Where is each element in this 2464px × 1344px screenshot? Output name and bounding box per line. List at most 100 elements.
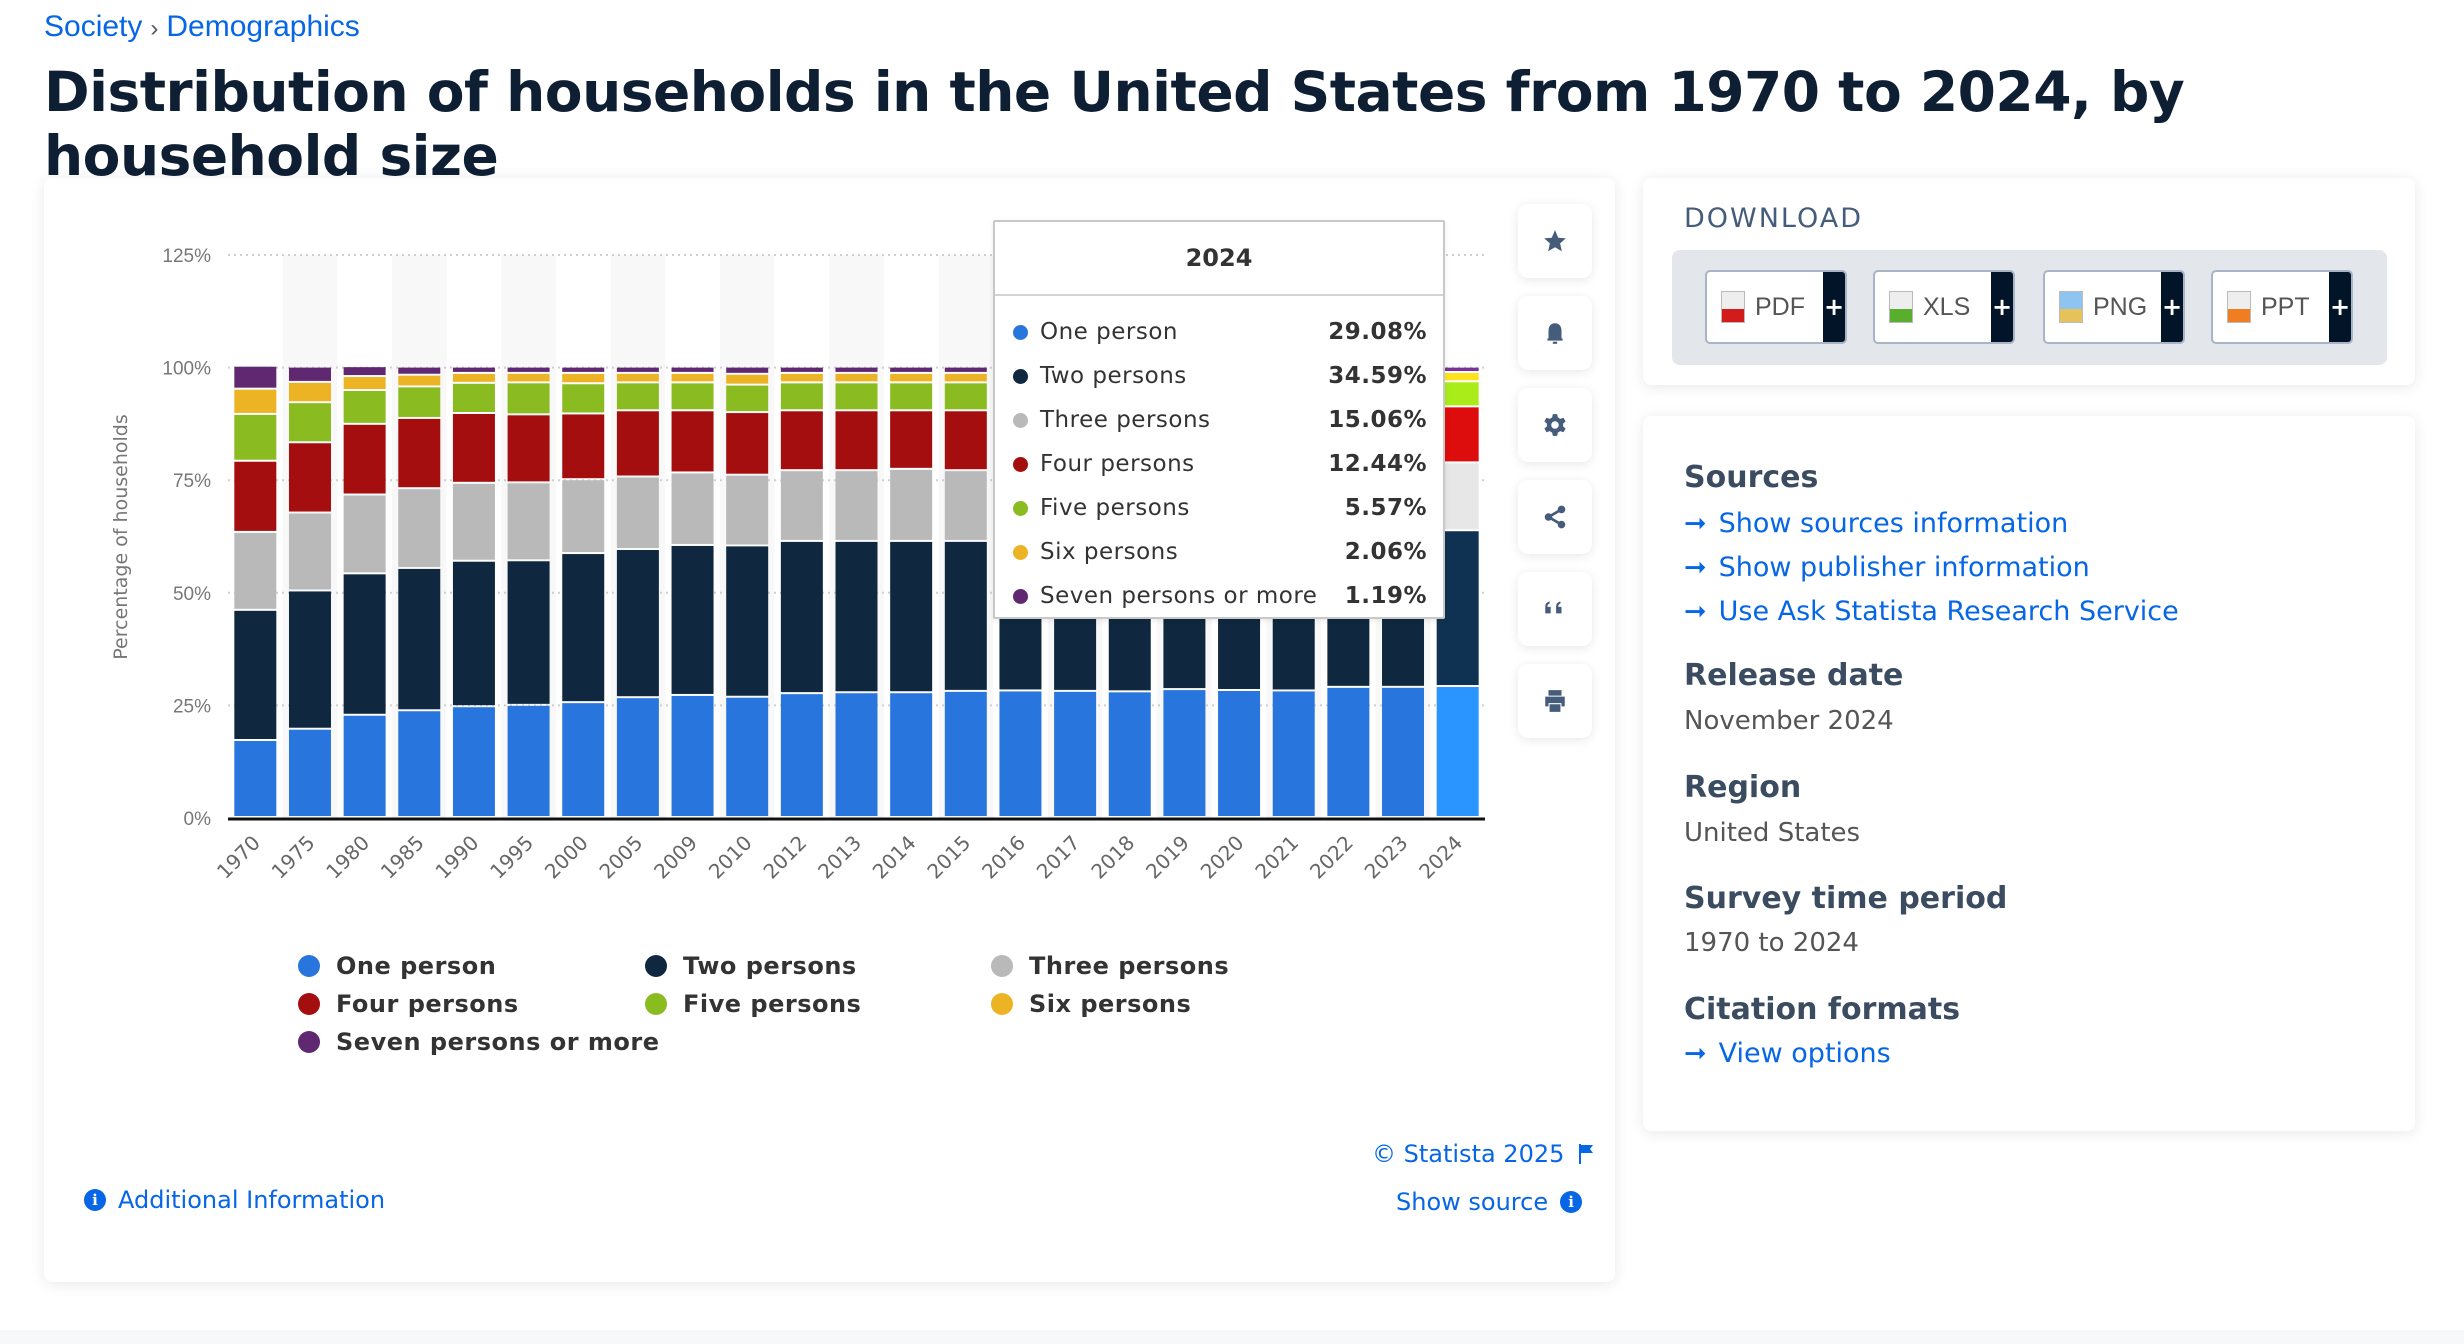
bar-segment-five-persons[interactable]: [671, 383, 714, 410]
bar-segment-six-persons[interactable]: [835, 373, 878, 382]
bar-segment-six-persons[interactable]: [1436, 373, 1479, 381]
bar-segment-two-persons[interactable]: [234, 610, 277, 739]
show-publisher-link[interactable]: ➞ Show publisher information: [1684, 552, 2090, 583]
bar-segment-four-persons[interactable]: [452, 413, 495, 482]
bar-segment-three-persons[interactable]: [343, 495, 386, 573]
bar-segment-three-persons[interactable]: [452, 483, 495, 560]
bar-segment-four-persons[interactable]: [343, 424, 386, 494]
bar-segment-four-persons[interactable]: [835, 411, 878, 470]
legend-item[interactable]: Four persons: [298, 990, 519, 1018]
bar-segment-two-persons[interactable]: [726, 546, 769, 696]
bar-segment-four-persons[interactable]: [398, 418, 441, 488]
bar-segment-six-persons[interactable]: [288, 382, 331, 402]
bar-segment-one-person[interactable]: [1272, 691, 1315, 816]
bar-segment-five-persons[interactable]: [616, 383, 659, 410]
bar-segment-one-person[interactable]: [452, 707, 495, 816]
bar-segment-two-persons[interactable]: [944, 541, 987, 690]
bar-segment-six-persons[interactable]: [507, 373, 550, 382]
bar-segment-two-persons[interactable]: [780, 541, 823, 693]
bar-segment-one-person[interactable]: [944, 691, 987, 816]
bar-segment-seven-persons-or-more[interactable]: [616, 367, 659, 372]
bar-segment-six-persons[interactable]: [562, 373, 605, 383]
bar-segment-three-persons[interactable]: [671, 473, 714, 544]
bar-segment-one-person[interactable]: [1327, 687, 1370, 816]
bar-segment-seven-persons-or-more[interactable]: [780, 367, 823, 372]
legend-item[interactable]: Five persons: [645, 990, 861, 1018]
additional-information-link[interactable]: i Additional Information: [84, 1186, 385, 1214]
download-xls-button[interactable]: XLS +: [1873, 270, 2015, 344]
bar-segment-seven-persons-or-more[interactable]: [835, 367, 878, 372]
bar-segment-seven-persons-or-more[interactable]: [234, 366, 277, 388]
bar-segment-five-persons[interactable]: [343, 391, 386, 423]
settings-button[interactable]: [1518, 388, 1592, 462]
bar-segment-seven-persons-or-more[interactable]: [944, 367, 987, 372]
bar-segment-one-person[interactable]: [999, 691, 1042, 816]
bar-segment-five-persons[interactable]: [562, 384, 605, 413]
bar-segment-seven-persons-or-more[interactable]: [726, 367, 769, 373]
bar-segment-two-persons[interactable]: [398, 568, 441, 710]
bar-segment-one-person[interactable]: [234, 740, 277, 816]
bar-segment-five-persons[interactable]: [835, 383, 878, 410]
bar-segment-one-person[interactable]: [780, 694, 823, 816]
bar-segment-seven-persons-or-more[interactable]: [890, 367, 933, 372]
bar-segment-seven-persons-or-more[interactable]: [288, 367, 331, 381]
bar-segment-one-person[interactable]: [562, 703, 605, 816]
bar-segment-four-persons[interactable]: [726, 413, 769, 474]
download-pdf-button[interactable]: PDF +: [1705, 270, 1847, 344]
bar-segment-seven-persons-or-more[interactable]: [507, 367, 550, 372]
bar-segment-three-persons[interactable]: [780, 471, 823, 540]
bar-segment-six-persons[interactable]: [780, 373, 823, 382]
legend-item[interactable]: Two persons: [645, 952, 857, 980]
bar-segment-six-persons[interactable]: [343, 377, 386, 390]
bar-segment-one-person[interactable]: [671, 695, 714, 816]
breadcrumb-demographics[interactable]: Demographics: [166, 10, 360, 43]
bar-segment-three-persons[interactable]: [234, 532, 277, 609]
bar-segment-two-persons[interactable]: [890, 541, 933, 692]
bar-segment-four-persons[interactable]: [890, 411, 933, 468]
show-sources-link[interactable]: ➞ Show sources information: [1684, 508, 2068, 539]
bar-segment-seven-persons-or-more[interactable]: [671, 367, 714, 372]
bar-segment-one-person[interactable]: [343, 715, 386, 816]
bar-segment-four-persons[interactable]: [234, 461, 277, 531]
bar-segment-six-persons[interactable]: [234, 389, 277, 413]
bar-segment-five-persons[interactable]: [1436, 382, 1479, 406]
bar-segment-one-person[interactable]: [1218, 690, 1261, 816]
bar-segment-two-persons[interactable]: [835, 541, 878, 692]
bar-segment-one-person[interactable]: [1436, 687, 1479, 816]
bar-segment-four-persons[interactable]: [288, 443, 331, 512]
notification-button[interactable]: [1518, 296, 1592, 370]
bar-segment-five-persons[interactable]: [234, 414, 277, 460]
bar-segment-five-persons[interactable]: [452, 383, 495, 412]
bar-segment-three-persons[interactable]: [726, 475, 769, 545]
favorite-button[interactable]: [1518, 204, 1592, 278]
bar-segment-one-person[interactable]: [507, 705, 550, 816]
bar-segment-four-persons[interactable]: [562, 414, 605, 479]
legend-item[interactable]: Seven persons or more: [298, 1028, 660, 1056]
bar-segment-five-persons[interactable]: [890, 383, 933, 410]
bar-segment-five-persons[interactable]: [780, 383, 823, 410]
bar-segment-six-persons[interactable]: [671, 373, 714, 382]
bar-segment-four-persons[interactable]: [616, 411, 659, 476]
bar-segment-one-person[interactable]: [835, 693, 878, 816]
bar-segment-one-person[interactable]: [288, 729, 331, 816]
bar-segment-three-persons[interactable]: [890, 469, 933, 540]
breadcrumb-society[interactable]: Society: [44, 10, 143, 43]
bar-segment-three-persons[interactable]: [944, 471, 987, 540]
download-png-button[interactable]: PNG +: [2043, 270, 2185, 344]
bar-segment-seven-persons-or-more[interactable]: [1436, 367, 1479, 372]
bar-segment-seven-persons-or-more[interactable]: [452, 367, 495, 372]
show-source-link[interactable]: Show source i: [1396, 1188, 1583, 1216]
bar-segment-five-persons[interactable]: [944, 383, 987, 410]
bar-segment-five-persons[interactable]: [726, 385, 769, 412]
bar-segment-six-persons[interactable]: [726, 374, 769, 384]
bar-segment-one-person[interactable]: [398, 711, 441, 816]
bar-segment-two-persons[interactable]: [616, 550, 659, 697]
bar-segment-seven-persons-or-more[interactable]: [343, 367, 386, 376]
bar-segment-four-persons[interactable]: [507, 415, 550, 482]
bar-segment-one-person[interactable]: [1382, 687, 1425, 816]
ask-statista-link[interactable]: ➞ Use Ask Statista Research Service: [1684, 596, 2179, 627]
print-button[interactable]: [1518, 664, 1592, 738]
bar-segment-four-persons[interactable]: [944, 411, 987, 470]
bar-segment-five-persons[interactable]: [398, 387, 441, 417]
view-options-link[interactable]: ➞ View options: [1684, 1038, 1891, 1069]
